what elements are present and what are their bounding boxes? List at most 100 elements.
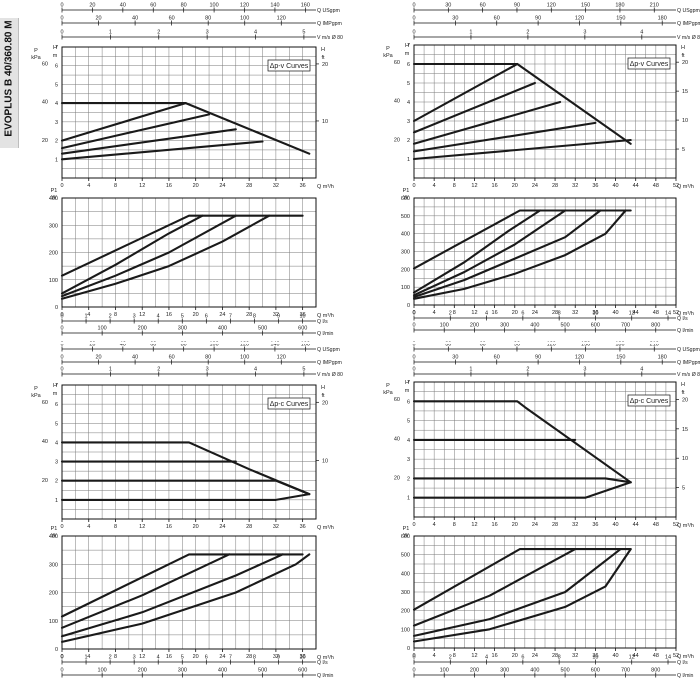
ls-scale-tick-label: 9 [277, 655, 280, 661]
lmin-scale-tick-label: 0 [412, 323, 415, 329]
lmin-scale-tick-label: 300 [500, 668, 509, 674]
impgpm-scale-tick-label: 60 [169, 355, 175, 361]
head-x-label: Q m³/h [317, 525, 334, 531]
usgpm-scale-tick-label: 30 [445, 3, 451, 9]
power-tick-label: 0 [55, 647, 58, 653]
head-m-tick-label: 1 [407, 157, 410, 163]
head-curve [60, 128, 237, 155]
x-tick-label: 8 [453, 522, 456, 528]
x-tick-label: 48 [653, 653, 659, 659]
lmin-scale-tick-label: 500 [561, 323, 570, 329]
impgpm-scale-tick-label: 90 [535, 355, 541, 361]
power-curve [412, 548, 577, 627]
head-ft-tick-label: 5 [682, 147, 685, 153]
power-tick-label: 100 [401, 285, 410, 291]
velocity-scale-tick-label: 5 [302, 367, 305, 373]
lmin-scale-tick-label: 800 [651, 323, 660, 329]
x-tick-label: 36 [300, 312, 306, 318]
lmin-scale-tick-label: 300 [178, 326, 187, 332]
power-w-label: W [51, 195, 57, 201]
curve-mode-legend: Δp-v Curves [627, 57, 671, 70]
head-m-tick-label: 6 [407, 62, 410, 68]
head-kpa-label: kPa [31, 55, 41, 61]
head-ft-label: ft [681, 390, 685, 396]
x-tick-label: 0 [60, 654, 63, 660]
ls-scale-tick-label: 6 [521, 311, 524, 317]
impgpm-scale-tick-label: 150 [616, 355, 625, 361]
curve-mode-legend-text: Δp-c Curves [630, 398, 669, 405]
power-tick-label: 0 [407, 646, 410, 652]
velocity-scale-tick-label: 0 [412, 367, 415, 373]
power-tick-label: 300 [49, 223, 58, 229]
lmin-scale-tick-label: 500 [258, 326, 267, 332]
impgpm-scale-tick-label: 40 [132, 355, 138, 361]
ls-scale-tick-label: 9 [277, 314, 280, 320]
power-curve [412, 209, 602, 299]
head-kpa-label: kPa [383, 53, 393, 59]
power-curve [60, 214, 304, 277]
x-tick-label: 36 [592, 183, 598, 189]
x-tick-label: 32 [572, 653, 578, 659]
power-w-label: W [403, 533, 409, 539]
power-curve [60, 553, 284, 638]
power-grid-frame [413, 535, 677, 649]
velocity-scale-tick-label: 2 [526, 30, 529, 36]
impgpm-scale-label: Q IMPgpm [317, 360, 342, 366]
velocity-scale-tick-label: 3 [206, 30, 209, 36]
head-kpa-tick-label: 20 [42, 138, 48, 144]
velocity-scale-tick-label: 3 [583, 30, 586, 36]
usgpm-scale-tick-label: 60 [150, 342, 156, 348]
usgpm-scale-tick-label: 120 [547, 3, 556, 9]
x-tick-label: 52 [673, 310, 679, 316]
power-tick-label: 400 [49, 534, 58, 540]
ls-scale-tick-label: 10 [299, 314, 305, 320]
x-tick-label: 16 [166, 312, 172, 318]
head-curve [60, 113, 211, 150]
x-tick-label: 20 [512, 653, 518, 659]
ls-scale-tick-label: 12 [629, 655, 635, 661]
head-kpa-tick-label: 20 [394, 137, 400, 143]
x-tick-label: 24 [219, 183, 225, 189]
usgpm-scale-label: Q USgpm [317, 347, 340, 353]
x-tick-label: 4 [433, 183, 436, 189]
power-tick-label: 100 [49, 278, 58, 284]
velocity-scale-tick-label: 4 [640, 367, 643, 373]
ls-scale-tick-label: 2 [449, 655, 452, 661]
impgpm-scale-tick-label: 120 [575, 16, 584, 22]
power-tick-label: 0 [407, 303, 410, 309]
x-tick-label: 28 [552, 653, 558, 659]
x-tick-label: 0 [60, 524, 63, 530]
ls-scale-tick-label: 14 [665, 311, 671, 317]
lmin-scale-tick-label: 300 [500, 323, 509, 329]
impgpm-scale-tick-label: 90 [535, 16, 541, 22]
head-kpa-tick-label: 20 [394, 476, 400, 482]
impgpm-scale-label: Q IMPgpm [317, 21, 342, 27]
x-tick-label: 12 [139, 524, 145, 530]
head-m-tick-label: 2 [407, 138, 410, 144]
x-tick-label: 4 [433, 653, 436, 659]
x-tick-label: 24 [219, 312, 225, 318]
head-curve [412, 81, 536, 134]
usgpm-scale-tick-label: 120 [547, 342, 556, 348]
head-kpa-tick-label: 60 [394, 397, 400, 403]
power-tick-label: 200 [49, 251, 58, 257]
ls-scale-tick-label: 0 [412, 311, 415, 317]
velocity-scale-tick-label: 1 [109, 367, 112, 373]
lmin-scale-tick-label: 300 [178, 668, 187, 674]
usgpm-scale-tick-label: 90 [514, 3, 520, 9]
usgpm-scale-tick-label: 0 [60, 342, 63, 348]
head-kpa-tick-label: 60 [42, 62, 48, 68]
head-ft-tick-label: 20 [322, 400, 328, 406]
head-curve [412, 62, 632, 145]
head-ft-tick-label: 10 [322, 119, 328, 125]
x-tick-label: 36 [300, 654, 306, 660]
usgpm-scale-tick-label: 160 [301, 3, 310, 9]
head-kpa-label: kPa [383, 390, 393, 396]
ls-scale-tick-label: 8 [558, 311, 561, 317]
power-tick-label: 500 [401, 553, 410, 559]
side-title-tab: EVOPLUS B 40/360.80 M [0, 18, 19, 148]
head-m-tick-label: 3 [407, 457, 410, 463]
impgpm-scale-tick-label: 120 [277, 16, 286, 22]
ls-scale-tick-label: 14 [665, 655, 671, 661]
